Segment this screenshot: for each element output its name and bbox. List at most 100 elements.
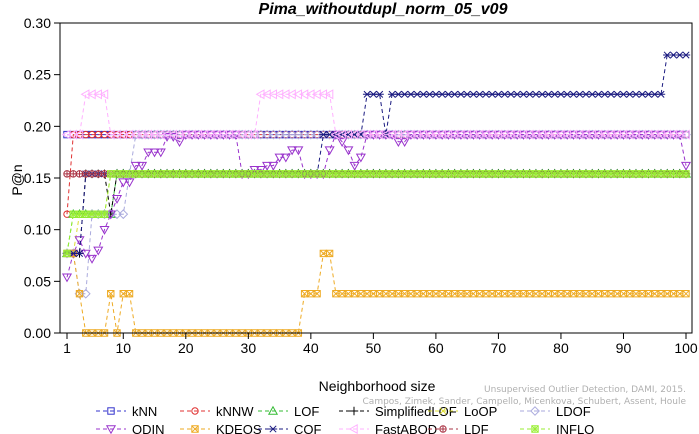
credit-line-2: Unsupervised Outlier Detection, DAMI, 20…	[484, 385, 686, 395]
x-tick-label: 1	[63, 340, 71, 356]
data-point	[293, 146, 304, 156]
data-point	[199, 129, 209, 140]
data-point	[325, 249, 334, 258]
data-point	[599, 129, 609, 140]
data-point	[419, 170, 428, 178]
series-odin	[61, 130, 692, 283]
legend-item-cof: COF	[258, 422, 322, 434]
data-point	[61, 273, 73, 283]
data-point	[443, 129, 453, 140]
data-point	[232, 170, 240, 178]
data-point	[493, 129, 503, 140]
data-point	[94, 210, 102, 218]
data-point	[169, 170, 177, 178]
data-point	[163, 170, 171, 178]
data-point	[594, 170, 603, 178]
data-point	[651, 170, 659, 178]
legend-label: SimplifiedLOF	[375, 404, 457, 419]
data-point	[580, 129, 590, 140]
data-point	[674, 129, 684, 140]
y-tick-label: 0.10	[24, 222, 51, 238]
data-point	[100, 210, 109, 218]
legend: kNN kNNW LOF SimplifiedLOF LoOP LDOF ODIN KDEOS…	[96, 404, 594, 434]
series-simplifiedlof	[62, 169, 691, 258]
series-loop	[63, 170, 690, 257]
data-point	[75, 249, 84, 257]
data-point	[505, 129, 515, 140]
data-point	[511, 129, 521, 140]
data-point	[161, 129, 171, 140]
data-point	[88, 210, 96, 218]
x-tick-label: 10	[115, 340, 131, 356]
data-point	[475, 170, 484, 178]
series-line-inflo	[66, 173, 686, 254]
data-point	[143, 148, 154, 158]
data-point	[682, 290, 690, 298]
data-point	[282, 170, 290, 178]
data-point	[637, 129, 646, 140]
data-point	[132, 170, 140, 178]
data-point	[138, 170, 146, 178]
data-point	[130, 161, 141, 171]
data-point	[175, 170, 184, 178]
y-axis-label: P@n	[9, 164, 25, 195]
data-point	[118, 129, 127, 140]
data-point	[136, 161, 148, 171]
data-point	[280, 153, 291, 163]
data-point	[124, 178, 135, 188]
legend-label: FastABOD	[375, 422, 437, 434]
data-point	[586, 129, 596, 140]
data-point	[243, 129, 253, 140]
data-point	[236, 129, 246, 140]
data-point	[99, 89, 109, 100]
data-point	[461, 129, 471, 140]
legend-marker	[349, 406, 359, 416]
data-point	[93, 89, 102, 100]
data-point	[118, 209, 129, 220]
data-point	[155, 148, 166, 158]
data-point	[482, 170, 490, 178]
data-point	[213, 170, 221, 178]
data-point	[63, 170, 71, 178]
data-point	[626, 170, 634, 178]
data-point	[676, 170, 684, 178]
y-tick-label: 0.30	[24, 15, 51, 31]
legend-marker	[531, 425, 539, 433]
data-point	[644, 170, 653, 178]
data-point	[311, 89, 321, 100]
data-point	[436, 129, 446, 140]
legend-label: LDF	[464, 422, 489, 434]
x-tick-label: 20	[178, 340, 194, 356]
data-point	[69, 210, 77, 218]
data-point	[669, 170, 678, 178]
data-point	[80, 89, 90, 100]
data-point	[225, 170, 234, 178]
data-point	[655, 129, 665, 140]
series-lof	[61, 168, 692, 258]
data-point	[574, 129, 584, 140]
data-point	[550, 170, 559, 178]
data-point	[82, 170, 90, 178]
x-axis: 1 10 20 30 40 50 60 70 80 90 100	[63, 333, 698, 356]
data-point	[680, 129, 690, 140]
series-line-loop	[67, 173, 686, 254]
data-point	[257, 170, 265, 178]
data-point	[561, 129, 571, 140]
data-point	[124, 129, 134, 140]
data-point	[275, 170, 284, 178]
legend-item-inflo: INFLO	[520, 422, 594, 434]
data-point	[211, 129, 221, 140]
data-point	[193, 129, 203, 140]
x-tick-label: 60	[428, 340, 444, 356]
data-point	[111, 129, 121, 140]
data-point	[319, 170, 328, 178]
data-point	[300, 170, 309, 178]
legend-label: KDEOS	[216, 422, 262, 434]
data-point	[355, 153, 366, 163]
data-point	[569, 170, 578, 178]
data-point	[194, 170, 203, 178]
data-point	[619, 170, 628, 178]
data-point	[576, 170, 584, 178]
data-point	[325, 170, 334, 178]
data-point	[86, 89, 96, 100]
